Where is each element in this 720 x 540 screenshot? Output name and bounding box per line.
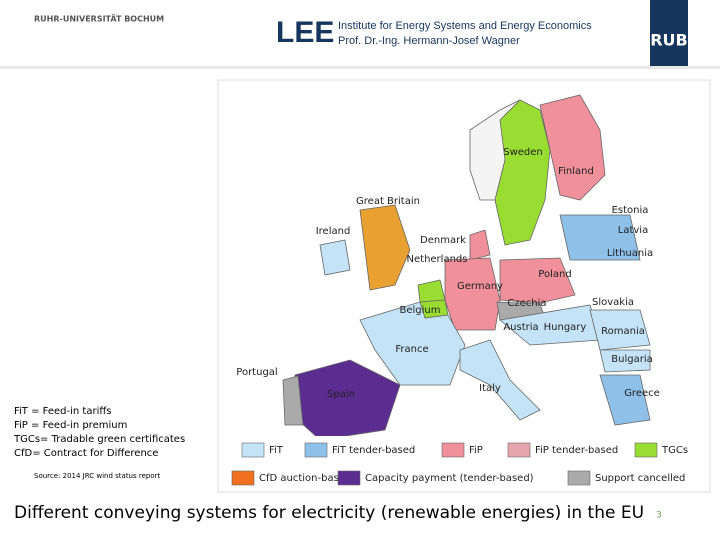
country-label: Italy bbox=[479, 383, 501, 394]
legend-label: FiT bbox=[269, 445, 284, 456]
country-label: Estonia bbox=[612, 205, 649, 216]
sweden bbox=[494, 99, 551, 246]
country-label: Slovakia bbox=[592, 297, 634, 308]
ireland bbox=[319, 239, 351, 276]
abbreviation: FiT = Feed-in tariffs bbox=[14, 406, 111, 417]
page-number: 3 bbox=[656, 511, 662, 521]
country-label: Spain bbox=[327, 389, 355, 400]
legend-swatch bbox=[337, 470, 361, 486]
source: Source: 2014 JRC wind status report bbox=[34, 472, 161, 480]
italy bbox=[459, 339, 541, 421]
legend-label: Capacity payment (tender-based) bbox=[365, 473, 534, 484]
rub-box bbox=[650, 0, 688, 66]
professor: Prof. Dr.-Ing. Hermann-Josef Wagner bbox=[338, 35, 520, 47]
country-label: Belgium bbox=[400, 305, 441, 316]
legend-label: FiT tender-based bbox=[332, 445, 415, 456]
university: RUHR-UNIVERSITÄT BOCHUM bbox=[34, 14, 164, 24]
map bbox=[282, 94, 651, 441]
country-label: Netherlands bbox=[407, 254, 468, 265]
legend-swatch bbox=[241, 442, 265, 458]
belgium bbox=[419, 299, 449, 319]
country-label: Austria bbox=[503, 322, 538, 333]
legend-label: FiP tender-based bbox=[535, 445, 618, 456]
country-label: Latvia bbox=[618, 225, 648, 236]
country-label: Great Britain bbox=[356, 196, 420, 207]
header-rule bbox=[0, 66, 720, 69]
legend-label: CfD auction-based bbox=[259, 473, 351, 484]
greece bbox=[599, 374, 651, 426]
great-britain bbox=[359, 204, 411, 291]
bulgaria bbox=[599, 349, 651, 373]
legend-swatch bbox=[567, 470, 591, 486]
country-label: Sweden bbox=[503, 147, 543, 158]
legend-swatch bbox=[304, 442, 328, 458]
country-labels: Sweden Finland Great Britain Estonia Ireland… bbox=[236, 147, 660, 400]
country-label: France bbox=[395, 344, 428, 355]
country-label: Czechia bbox=[507, 298, 546, 309]
romania bbox=[589, 309, 651, 351]
abbreviation: TGCs= Tradable green certificates bbox=[13, 434, 185, 445]
header-band bbox=[0, 0, 720, 68]
abbreviation: CfD= Contract for Difference bbox=[14, 448, 158, 459]
portugal bbox=[282, 375, 304, 426]
legend-swatch bbox=[231, 470, 255, 486]
denmark bbox=[469, 229, 491, 261]
institute: Institute for Energy Systems and Energy … bbox=[338, 20, 592, 32]
germany bbox=[444, 257, 501, 331]
country-label: Bulgaria bbox=[611, 354, 652, 365]
legend-label: Support cancelled bbox=[595, 473, 685, 484]
poland bbox=[499, 257, 576, 304]
country-label: Finland bbox=[558, 166, 594, 177]
finland bbox=[539, 94, 606, 201]
country-label: Portugal bbox=[236, 367, 277, 378]
country-label: Denmark bbox=[420, 235, 466, 246]
country-label: Germany bbox=[457, 281, 503, 292]
legend-label: FiP bbox=[469, 445, 483, 456]
country-label: Ireland bbox=[316, 226, 351, 237]
legend-swatch bbox=[441, 442, 465, 458]
legend-label: TGCs bbox=[661, 445, 688, 456]
baltics bbox=[559, 214, 641, 261]
abbreviation: FiP = Feed-in premium bbox=[14, 420, 127, 431]
legend-swatch bbox=[634, 442, 658, 458]
rub-logo: RUB bbox=[650, 31, 688, 50]
country-label: Poland bbox=[538, 269, 571, 280]
legend: FiT FiT tender-based FiP FiP tender-based TG… bbox=[226, 436, 706, 490]
country-label: Lithuania bbox=[607, 248, 653, 259]
lee-logo: LEE bbox=[276, 16, 334, 49]
legend-swatch bbox=[507, 442, 531, 458]
country-label: Romania bbox=[601, 326, 645, 337]
country-label: Hungary bbox=[544, 322, 587, 333]
country-label: Greece bbox=[624, 388, 660, 399]
slide-title: Different conveying systems for electric… bbox=[14, 503, 644, 523]
abbreviations: FiT = Feed-in tariffs FiP = Feed-in premi… bbox=[13, 406, 185, 459]
